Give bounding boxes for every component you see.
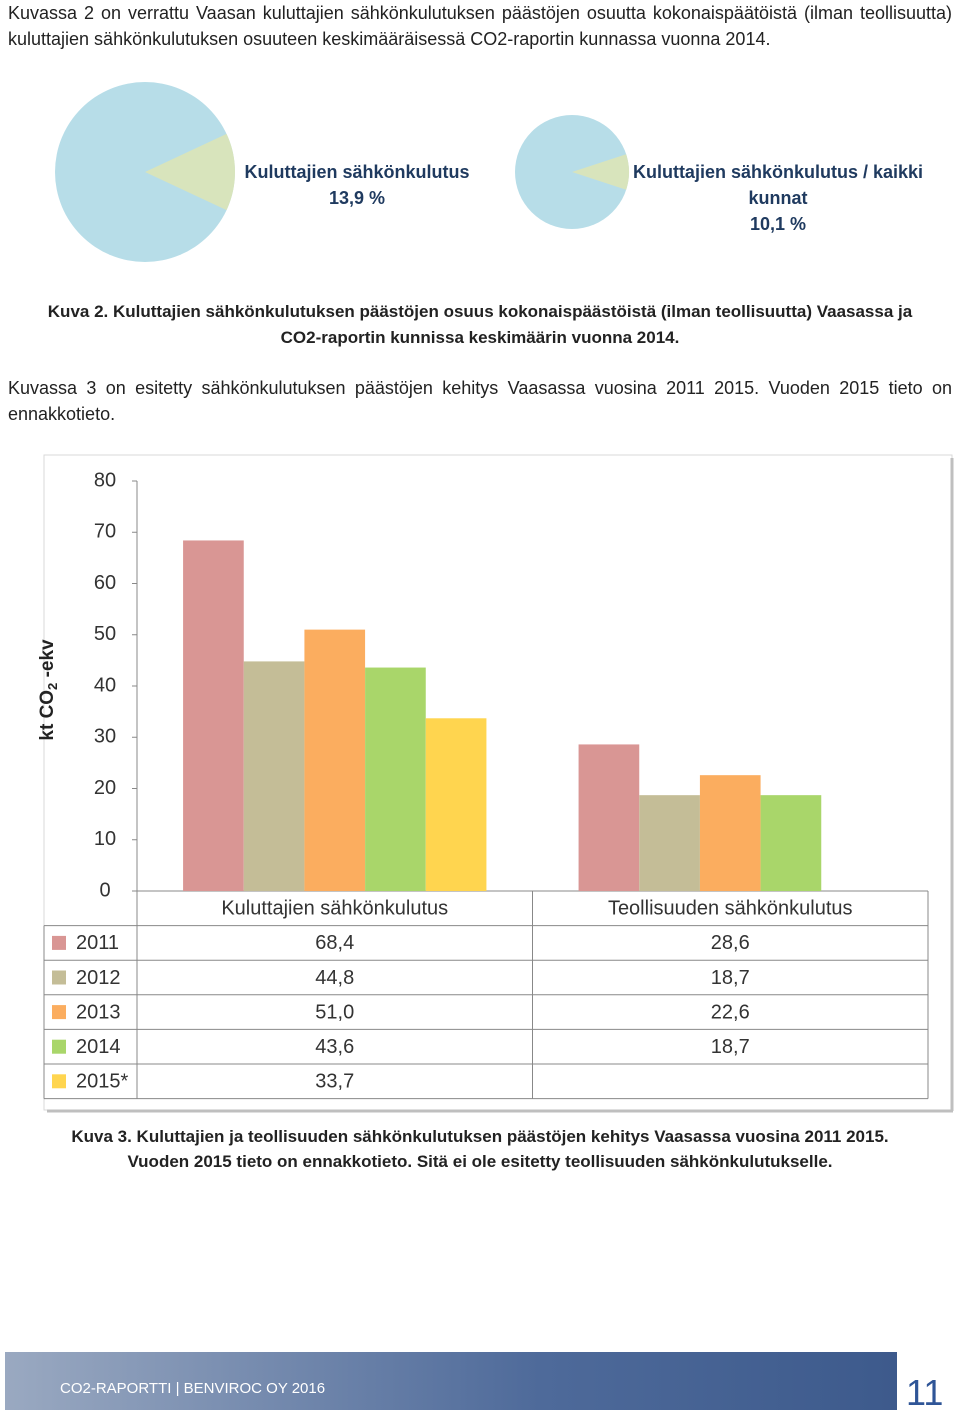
- legend-label: 2011: [76, 932, 119, 954]
- legend-label: 2015*: [76, 1071, 128, 1093]
- y-tick-label: 0: [99, 879, 110, 901]
- table-value: 18,7: [711, 1036, 750, 1058]
- y-label-sub: 2: [45, 683, 60, 690]
- y-label-text: kt CO: [37, 690, 58, 741]
- y-tick-label: 20: [94, 777, 116, 799]
- footer-text: CO2-RAPORTTI | BENVIROC OY 2016: [60, 1380, 326, 1397]
- y-tick-label: 40: [94, 674, 116, 696]
- caption: Kuva 2. Kuluttajien sähkönkulutuksen pää…: [47, 302, 913, 321]
- table-value: 28,6: [711, 932, 750, 954]
- bar: [365, 667, 426, 891]
- legend-swatch: [52, 1074, 66, 1089]
- table-value: 18,7: [711, 967, 750, 989]
- legend-swatch: [52, 970, 66, 985]
- pie-value: 13,9 %: [328, 188, 386, 208]
- bar: [243, 661, 305, 891]
- page-number: 11: [906, 1372, 944, 1413]
- table-value: 51,0: [315, 1001, 354, 1023]
- y-axis-label: kt CO2 -ekv: [37, 639, 60, 741]
- pie-category: Kuluttajien sähkönkulutus: [244, 162, 470, 182]
- bar: [183, 540, 244, 891]
- x-tick-label: Teollisuuden sähkönkulutus: [608, 898, 853, 920]
- legend-label: 2012: [76, 967, 121, 989]
- legend-swatch: [52, 1039, 66, 1054]
- bar: [425, 718, 487, 891]
- table-value: 44,8: [315, 967, 354, 989]
- bar: [639, 795, 700, 891]
- pie-value: 10,1 %: [749, 214, 807, 234]
- y-tick-label: 10: [94, 828, 116, 850]
- legend-label: 2014: [76, 1036, 121, 1058]
- y-tick-label: 80: [94, 469, 116, 491]
- table-value: 33,7: [315, 1071, 354, 1093]
- y-tick-label: 50: [94, 623, 116, 645]
- chart-frame: [43, 454, 953, 1111]
- bar: [578, 744, 640, 891]
- y-tick-label: 60: [94, 572, 116, 594]
- y-label-after: -ekv: [37, 639, 58, 683]
- y-tick-label: 30: [94, 726, 116, 748]
- x-tick-label: Kuluttajien sähkönkulutus: [221, 898, 448, 920]
- table-value: 22,6: [711, 1001, 750, 1023]
- legend-swatch: [52, 1005, 66, 1020]
- legend-swatch: [52, 935, 66, 950]
- y-tick-label: 70: [94, 521, 116, 543]
- pie-label: Kuluttajien sähkönkulutus / kaikki kunna…: [620, 159, 936, 237]
- pie-slice: [145, 133, 235, 211]
- pie-slice: [572, 154, 629, 190]
- footer-band: CO2-RAPORTTI | BENVIROC OY 2016: [5, 1352, 897, 1410]
- pie-label: Kuluttajien sähkönkulutus 13,9 %: [227, 159, 487, 211]
- caption: Vuoden 2015 tieto on ennakkotieto. Sitä …: [127, 1152, 833, 1171]
- bar: [760, 795, 822, 891]
- bar: [699, 775, 761, 891]
- table-value: 68,4: [315, 932, 354, 954]
- paragraph: Kuvassa 3 on esitetty sähkönkulutuksen p…: [8, 378, 952, 424]
- legend-label: 2013: [76, 1001, 121, 1023]
- pie-category: Kuluttajien sähkönkulutus / kaikki kunna…: [632, 162, 924, 208]
- intro: Kuvassa 2 on verrattu Vaasan kuluttajien…: [8, 3, 952, 49]
- bar: [304, 629, 366, 891]
- caption: Kuva 3. Kuluttajien ja teollisuuden sähk…: [71, 1127, 889, 1146]
- caption: CO2-raportin kunnissa keskimäärin vuonna…: [280, 328, 680, 347]
- table-value: 43,6: [315, 1036, 354, 1058]
